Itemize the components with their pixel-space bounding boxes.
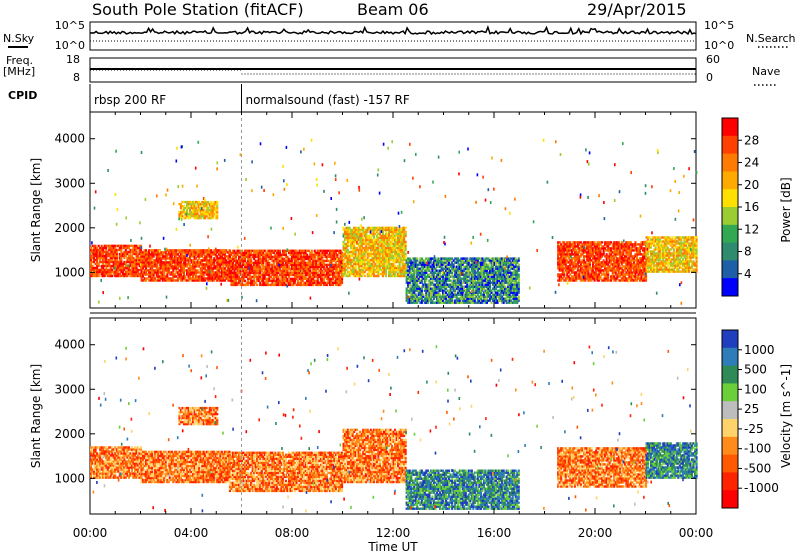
nsky-label: N.Sky xyxy=(3,32,35,45)
nsky-trace xyxy=(90,27,696,41)
heatmap-cell xyxy=(163,271,165,273)
heatmap-cell xyxy=(105,247,107,249)
heatmap-cell xyxy=(233,250,235,252)
freq-unit: [MHz] xyxy=(3,65,35,78)
heatmap-cell xyxy=(405,241,407,243)
heatmap-cell xyxy=(518,257,520,259)
heatmap-cell xyxy=(487,264,489,266)
heatmap-cell xyxy=(256,284,258,286)
heatmap-cell xyxy=(101,245,103,247)
heatmap-cell xyxy=(364,275,366,277)
heatmap-cell xyxy=(308,250,310,252)
nave-label: Nave xyxy=(752,65,780,78)
heatmap-cell xyxy=(405,227,407,229)
heatmap-cell xyxy=(311,250,313,252)
cpid-mode-label: rbsp 200 RF xyxy=(94,93,166,107)
heatmap-cell xyxy=(416,257,418,259)
nave-tick-bottom: 0 xyxy=(706,71,713,84)
heatmap-cell xyxy=(98,245,100,247)
heatmap-cell xyxy=(453,264,455,266)
cpid-mode-label: normalsound (fast) -157 RF xyxy=(246,93,410,107)
nsearch-tick-bottom: 10^0 xyxy=(704,39,734,52)
heatmap-cell xyxy=(197,269,199,271)
heatmap-cell xyxy=(279,250,281,252)
heatmap-cell xyxy=(422,294,424,296)
heatmap-cell xyxy=(183,271,185,273)
beam-label: Beam 06 xyxy=(357,0,429,19)
nsky-tick-bottom: 10^0 xyxy=(55,39,85,52)
nsky-tick-top: 10^5 xyxy=(55,19,85,32)
nsearch-label: N.Search xyxy=(746,32,796,45)
nave-tick-top: 60 xyxy=(706,53,720,66)
heatmap-cell xyxy=(518,264,520,266)
heatmap-cell xyxy=(95,245,97,247)
freq-tick-top: 18 xyxy=(66,53,80,66)
velocity-panel-frame xyxy=(90,318,696,514)
cpid-label: CPID xyxy=(8,89,37,102)
nsearch-tick-top: 10^5 xyxy=(704,19,734,32)
nsky-strip-frame xyxy=(90,22,696,50)
heatmap-cell xyxy=(405,247,407,249)
power-heatmap xyxy=(90,112,698,308)
heatmap-cell xyxy=(518,274,520,276)
heatmap-cell xyxy=(136,245,138,247)
date-label: 29/Apr/2015 xyxy=(587,0,687,19)
freq-trace xyxy=(90,69,696,74)
cpid-modes: rbsp 200 RF normalsound (fast) -157 RF xyxy=(94,84,410,112)
heatmap-cell xyxy=(296,250,298,252)
heatmap-cell xyxy=(563,271,565,273)
heatmap-cell xyxy=(340,250,342,252)
heatmap-cell xyxy=(405,253,407,255)
heatmap-cell xyxy=(314,250,316,252)
heatmap-cell xyxy=(285,252,287,254)
heatmap-cell xyxy=(518,296,520,298)
heatmap-cell xyxy=(264,250,266,252)
heatmap-cell xyxy=(405,231,407,233)
heatmap-cell xyxy=(229,250,231,252)
freq-tick-bottom: 8 xyxy=(73,71,80,84)
station-title: South Pole Station (fitACF) xyxy=(92,0,304,19)
nsky-line xyxy=(90,27,696,34)
